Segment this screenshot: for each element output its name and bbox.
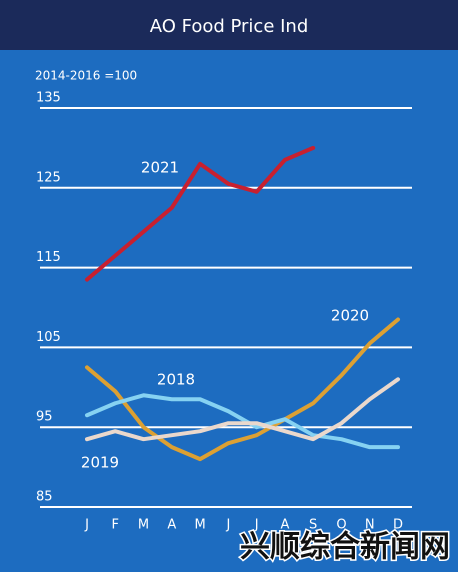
series-line bbox=[85, 145, 316, 282]
y-tick-label: 105 bbox=[36, 330, 61, 345]
series-label: 2019 bbox=[81, 454, 119, 472]
y-tick-label: 135 bbox=[36, 91, 61, 106]
x-tick-label: O bbox=[336, 518, 346, 533]
y-tick-label: 115 bbox=[36, 250, 61, 265]
x-tick-label: M bbox=[194, 518, 205, 533]
x-tick-label: S bbox=[309, 518, 317, 533]
series-line bbox=[85, 393, 400, 450]
x-tick-label: J bbox=[84, 518, 89, 533]
y-tick-label: 85 bbox=[36, 490, 53, 505]
y-tick-label: 95 bbox=[36, 410, 53, 425]
series-line bbox=[85, 377, 400, 442]
x-tick-label: A bbox=[280, 518, 289, 533]
x-tick-label: D bbox=[393, 518, 403, 533]
x-tick-label: F bbox=[112, 518, 119, 533]
x-tick-label: J bbox=[225, 518, 230, 533]
header-bar bbox=[0, 0, 458, 50]
x-tick-label: J bbox=[254, 518, 259, 533]
chart-subtitle: 2014-2016 =100 bbox=[35, 69, 137, 83]
chart-title: AO Food Price Ind bbox=[150, 16, 309, 37]
watermark: 兴顺综合新闻网 bbox=[240, 530, 450, 565]
series-label: 2021 bbox=[141, 159, 179, 177]
x-tick-label: M bbox=[138, 518, 149, 533]
x-tick-label: N bbox=[365, 518, 375, 533]
series-line bbox=[85, 317, 400, 462]
y-tick-label: 125 bbox=[36, 170, 61, 185]
series-label: 2020 bbox=[331, 307, 369, 325]
series-label: 2018 bbox=[157, 371, 195, 389]
x-tick-label: A bbox=[167, 518, 176, 533]
